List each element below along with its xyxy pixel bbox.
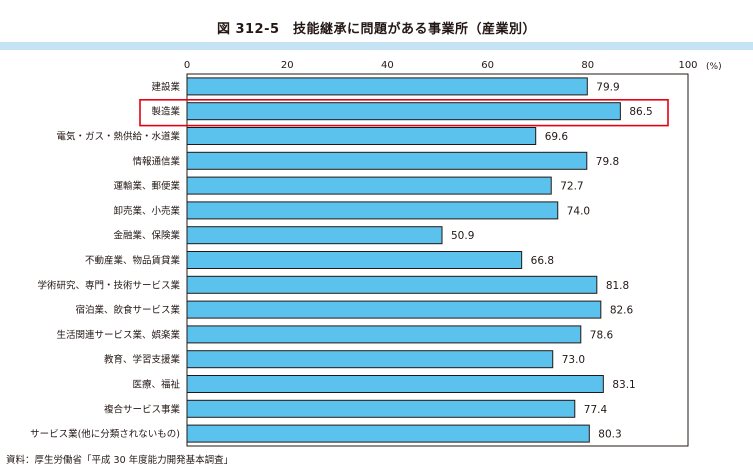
bar <box>186 399 576 418</box>
bar <box>186 77 588 96</box>
x-tick-label: 20 <box>281 60 294 71</box>
value-label: 74.0 <box>567 205 590 217</box>
unit-label: (%) <box>706 62 722 72</box>
x-tick-label: 0 <box>184 60 190 71</box>
bar <box>186 226 443 245</box>
category-label: 製造業 <box>151 106 180 118</box>
source-note: 資料：厚生労働省「平成 30 年度能力開発基本調査」 <box>6 455 234 466</box>
value-label: 66.8 <box>531 255 554 267</box>
category-label: 医療、福祉 <box>132 379 180 391</box>
category-label: 金融業、保険業 <box>113 230 180 242</box>
value-label: 79.8 <box>596 156 619 168</box>
bar <box>186 325 582 344</box>
highlight-box <box>139 99 669 127</box>
bar <box>186 350 554 369</box>
value-label: 82.6 <box>610 305 634 317</box>
bar <box>186 375 604 393</box>
category-label: 複合サービス事業 <box>104 403 181 415</box>
category-label: 宿泊業、飲食サービス業 <box>75 304 180 316</box>
value-label: 50.9 <box>451 230 474 242</box>
bar <box>186 251 523 269</box>
x-tick-label: 100 <box>678 60 697 71</box>
value-label: 73.0 <box>562 354 585 366</box>
category-label: 電気・ガス・熱供給・水道業 <box>56 131 180 143</box>
bar <box>186 300 602 319</box>
category-label: 不動産業、物品賃貸業 <box>85 255 181 267</box>
bar <box>186 201 559 220</box>
category-label: 情報通信業 <box>132 155 180 167</box>
category-label: 生活関連サービス業、娯楽業 <box>56 329 180 341</box>
title-band <box>0 42 753 50</box>
value-label: 83.1 <box>612 379 635 391</box>
value-label: 79.9 <box>596 81 619 93</box>
x-tick-label: 80 <box>581 60 594 71</box>
value-label: 78.6 <box>590 329 614 341</box>
value-label: 80.3 <box>598 429 621 441</box>
bar <box>186 424 590 443</box>
x-tick-label: 60 <box>481 60 494 71</box>
category-label: 運輸業、郵便業 <box>113 180 180 192</box>
chart-title: 図 312-5 技能継承に問題がある事業所（産業別） <box>216 22 537 37</box>
bar <box>186 127 537 145</box>
value-label: 72.7 <box>560 181 583 193</box>
bar <box>186 176 552 195</box>
category-label: 学術研究、専門・技術サービス業 <box>37 279 180 291</box>
value-label: 86.5 <box>629 106 652 118</box>
bar <box>186 275 598 294</box>
value-label: 81.8 <box>606 280 629 292</box>
category-label: 建設業 <box>151 81 180 93</box>
bar <box>186 151 588 170</box>
category-label: サービス業(他に分類されないもの) <box>30 428 180 440</box>
category-label: 卸売業、小売業 <box>113 205 180 217</box>
category-label: 教育、学習支援業 <box>104 354 181 366</box>
value-label: 69.6 <box>545 131 569 143</box>
x-tick-label: 40 <box>381 60 394 71</box>
bar <box>186 102 621 121</box>
value-label: 77.4 <box>584 404 608 416</box>
